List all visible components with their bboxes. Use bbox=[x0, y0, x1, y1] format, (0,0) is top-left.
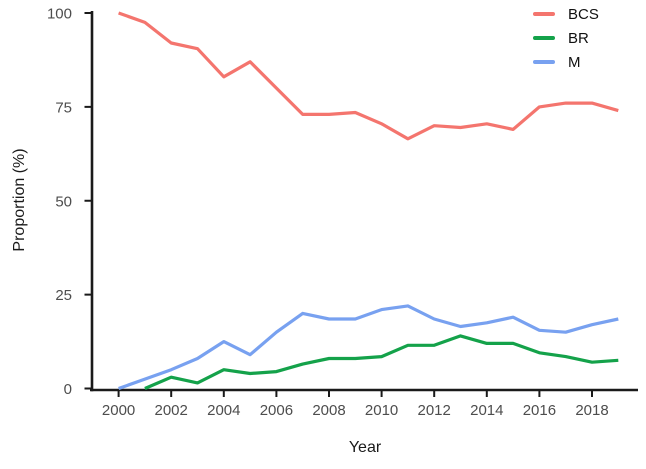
x-tick-label: 2008 bbox=[312, 402, 345, 419]
legend-swatch-line bbox=[533, 60, 555, 64]
legend-item-BR: BR bbox=[533, 26, 599, 50]
series-line-M bbox=[118, 304, 619, 391]
legend-swatch-line bbox=[533, 36, 555, 40]
legend: BCS BR M bbox=[533, 2, 599, 74]
series-line-BR bbox=[144, 334, 619, 390]
y-tick-label: 50 bbox=[55, 193, 72, 210]
x-tick-label: 2016 bbox=[523, 402, 556, 419]
x-tick-label: 2000 bbox=[102, 402, 135, 419]
series-line-BCS bbox=[118, 11, 619, 141]
y-tick-label: 75 bbox=[55, 99, 72, 116]
legend-swatch-line bbox=[533, 12, 555, 16]
legend-label: BCS bbox=[568, 5, 599, 23]
legend-label: M bbox=[568, 53, 581, 71]
x-tick-label: 2006 bbox=[260, 402, 293, 419]
x-tick-label: 2002 bbox=[155, 402, 188, 419]
x-tick-label: 2014 bbox=[470, 402, 503, 419]
y-tick-label: 25 bbox=[55, 287, 72, 304]
x-tick-label: 2010 bbox=[365, 402, 398, 419]
x-tick-label: 2004 bbox=[207, 402, 240, 419]
y-tick-label: 100 bbox=[47, 6, 72, 23]
x-tick-label: 2012 bbox=[418, 402, 451, 419]
legend-item-BCS: BCS bbox=[533, 2, 599, 26]
y-tick-label: 0 bbox=[64, 381, 72, 398]
legend-label: BR bbox=[568, 29, 589, 47]
x-tick-label: 2018 bbox=[575, 402, 608, 419]
legend-item-M: M bbox=[533, 50, 599, 74]
y-axis-title: Proportion (%) bbox=[11, 148, 28, 252]
x-axis-title: Year bbox=[348, 439, 382, 456]
